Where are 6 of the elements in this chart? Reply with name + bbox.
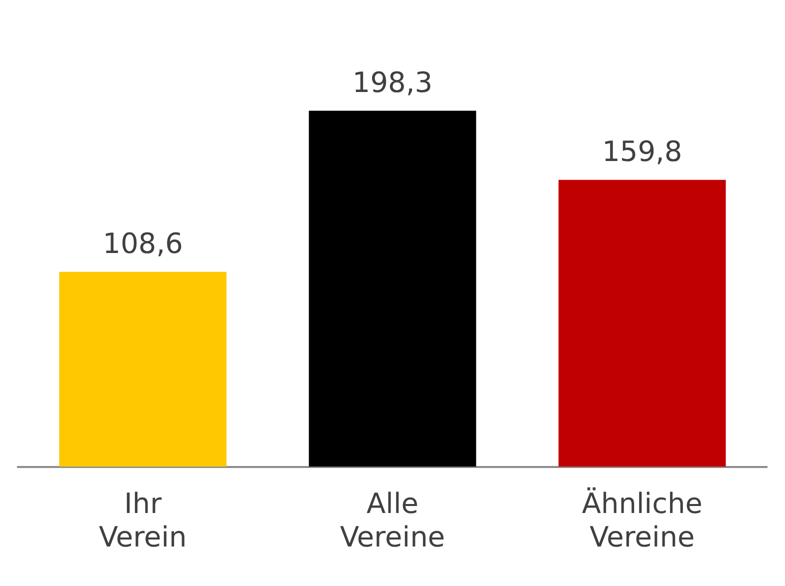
data-label: 159,8 <box>602 135 682 168</box>
data-label: 108,6 <box>102 227 183 260</box>
x-tick-label: Ihr Verein <box>98 486 187 554</box>
x-tick-label: Alle Vereine <box>340 486 446 554</box>
data-label: 198,3 <box>352 66 433 100</box>
x-tick-label: Ähnliche Vereine <box>582 486 702 554</box>
